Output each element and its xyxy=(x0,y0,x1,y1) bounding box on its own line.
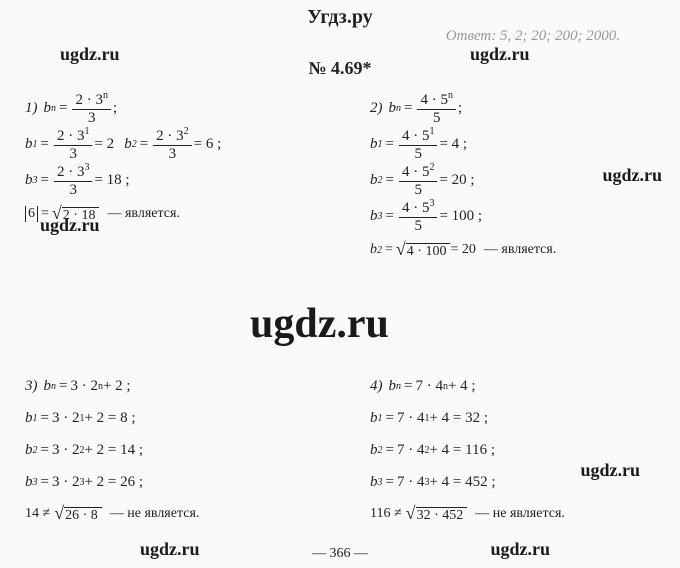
sqrt-body: 26 · 8 xyxy=(64,507,102,523)
rhs: 3 · 2 xyxy=(52,474,80,491)
term-sub: 2 xyxy=(132,139,137,150)
exp: 3 xyxy=(84,162,89,173)
rhs: 7 · 4 xyxy=(397,410,425,427)
result: = 6 ; xyxy=(194,136,222,153)
conclusion-text: — не является. xyxy=(475,506,565,521)
term-label: b xyxy=(25,474,33,491)
watermark: ugdz.ru xyxy=(490,539,550,560)
exp: 3 xyxy=(429,198,434,209)
exercise-number: № 4.69* xyxy=(308,58,371,79)
exp: 2 xyxy=(184,126,189,137)
tail: + 2 = 8 ; xyxy=(84,410,135,427)
result: = 4 ; xyxy=(439,136,467,153)
term-label: b xyxy=(370,172,378,189)
term-sub: 3 xyxy=(378,211,383,222)
exp: 1 xyxy=(84,126,89,137)
term-label: b xyxy=(370,442,378,459)
exp: 2 xyxy=(429,162,434,173)
problem-3: 3) bn= 3 · 2n + 2 ; b1= 3 · 21 + 2 = 8 ;… xyxy=(25,370,355,530)
watermark-large: ugdz.ru xyxy=(250,300,389,348)
problem-2: 2) bn= 4 · 5n5 ; b1= 4 · 515 = 4 ; b2= 4… xyxy=(370,90,680,266)
watermark: ugdz.ru xyxy=(140,539,200,560)
num: 4 · 5 xyxy=(402,128,430,144)
problem-number: 4) xyxy=(370,378,383,395)
watermark: ugdz.ru xyxy=(470,44,530,65)
rhs: 7 · 4 xyxy=(397,442,425,459)
watermark: ugdz.ru xyxy=(60,44,120,65)
term-label: b xyxy=(124,136,132,153)
num: 2 · 3 xyxy=(57,164,85,180)
result: = 20 ; xyxy=(439,172,474,189)
problem-number: 3) xyxy=(25,378,38,395)
problem-number: 1) xyxy=(25,100,38,117)
formula-exponent: n xyxy=(448,90,453,101)
den: 5 xyxy=(411,218,425,235)
problem-1: 1) bn= 2 · 3n3 ; b1= 2 · 313 = 2 b2= 2 ·… xyxy=(25,90,355,230)
problem-4: 4) bn= 7 · 4n + 4 ; b1= 7 · 41 + 4 = 32 … xyxy=(370,370,680,530)
num: 4 · 5 xyxy=(402,164,430,180)
rhs: 3 · 2 xyxy=(52,410,80,427)
den: 3 xyxy=(166,146,180,163)
exp: 1 xyxy=(429,126,434,137)
rhs: 7 · 4 xyxy=(397,474,425,491)
result: = 18 ; xyxy=(94,172,129,189)
tail: + 2 = 26 ; xyxy=(84,474,143,491)
formula-exponent: n xyxy=(103,90,108,101)
term-sub: 3 xyxy=(33,175,38,186)
term-label: b xyxy=(370,474,378,491)
term-label: b xyxy=(370,208,378,225)
term-sub: 2 xyxy=(378,175,383,186)
term-label: b xyxy=(25,172,33,189)
conclusion-lhs: 116 ≠ xyxy=(370,506,402,521)
tail: + 4 = 116 ; xyxy=(429,442,495,459)
num: 2 · 3 xyxy=(57,128,85,144)
conclusion-text: — является. xyxy=(107,206,179,221)
term-label: b xyxy=(25,410,33,427)
formula-numerator: 2 · 3 xyxy=(75,92,103,108)
num: 4 · 5 xyxy=(402,200,430,216)
den: 3 xyxy=(66,146,80,163)
result: = 2 xyxy=(94,136,114,153)
tail: + 4 = 32 ; xyxy=(429,410,488,427)
sqrt-body: 2 · 18 xyxy=(62,207,100,223)
problem-number: 2) xyxy=(370,100,383,117)
conclusion-eq: = 20 xyxy=(450,242,475,257)
page-number: — 366 — xyxy=(312,546,368,562)
formula-numerator: 4 · 5 xyxy=(420,92,448,108)
formula-base: 3 · 2 xyxy=(70,378,98,395)
term-sub: 1 xyxy=(33,139,38,150)
den: 5 xyxy=(411,146,425,163)
formula-denominator: 5 xyxy=(430,110,444,127)
term-sub: 1 xyxy=(378,413,383,424)
sqrt-body: 32 · 452 xyxy=(416,507,468,523)
conclusion-text: — является. xyxy=(484,242,556,257)
formula-tail: + 4 ; xyxy=(448,378,476,395)
previous-answer-text: Ответ: 5, 2; 20; 200; 2000. xyxy=(446,28,620,45)
abs-value: 6 xyxy=(25,206,38,221)
den: 3 xyxy=(66,182,80,199)
conclusion-lhs: 14 ≠ xyxy=(25,506,50,521)
term-label: b xyxy=(370,410,378,427)
tail: + 2 = 14 ; xyxy=(84,442,143,459)
conclusion-text: — не является. xyxy=(110,506,200,521)
formula-tail: + 2 ; xyxy=(103,378,131,395)
sqrt-body: 4 · 100 xyxy=(406,243,451,259)
formula-denominator: 3 xyxy=(85,110,99,127)
result: = 100 ; xyxy=(439,208,482,225)
term-sub: 1 xyxy=(378,139,383,150)
term-label: b xyxy=(370,136,378,153)
term-sub: 3 xyxy=(33,477,38,488)
den: 5 xyxy=(411,182,425,199)
num: 2 · 3 xyxy=(156,128,184,144)
term-sub: 2 xyxy=(33,445,38,456)
term-sub: 3 xyxy=(378,477,383,488)
formula-base: 7 · 4 xyxy=(415,378,443,395)
site-header: Угдз.ру xyxy=(0,6,680,29)
rhs: 3 · 2 xyxy=(52,442,80,459)
term-sub: 1 xyxy=(33,413,38,424)
term-label: b xyxy=(25,136,33,153)
tail: + 4 = 452 ; xyxy=(429,474,495,491)
term-sub: 2 xyxy=(378,445,383,456)
term-label: b xyxy=(25,442,33,459)
